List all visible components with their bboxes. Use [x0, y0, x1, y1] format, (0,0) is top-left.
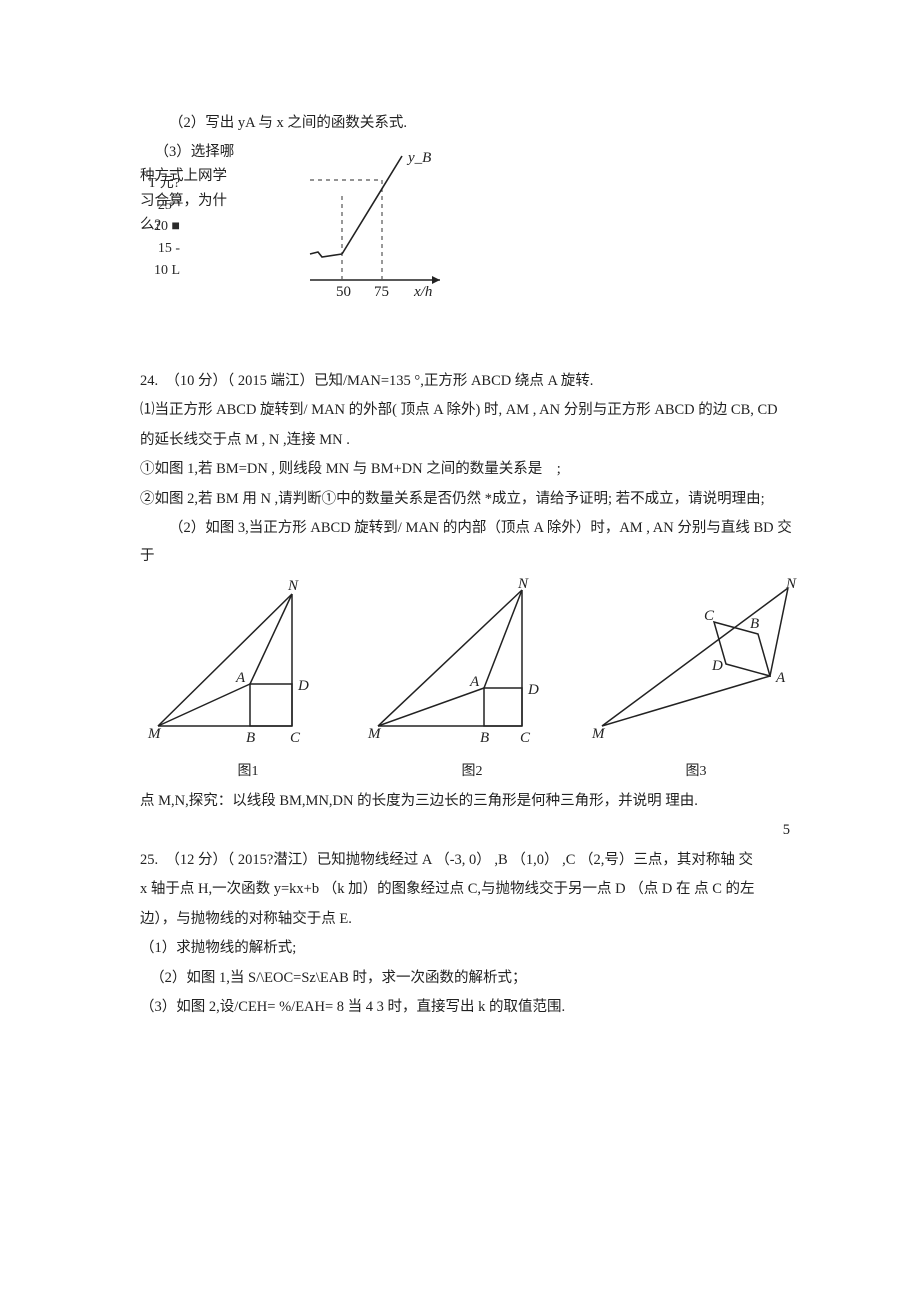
xtick-75: 75 — [374, 284, 389, 300]
x-arrow-icon — [432, 276, 440, 284]
lbl-M: M — [367, 726, 382, 742]
fig2-caption: 图2 — [364, 759, 580, 786]
ytick-15: 15 - — [140, 238, 180, 260]
line-rise — [342, 156, 402, 254]
chart-svg: y_B 50 75 x/h — [262, 140, 452, 315]
x-axis-label: x/h — [413, 284, 432, 300]
q25-s3: （3）如图 2,设/CEH= %/EAH= 8 当 4 3 时，直接写出 k 的… — [140, 994, 800, 1022]
lbl-D: D — [297, 678, 309, 694]
q23-chart: y_B 50 75 x/h — [262, 140, 452, 326]
lbl-N: N — [785, 576, 797, 592]
lbl-N: N — [287, 578, 299, 594]
lbl-B: B — [480, 730, 489, 746]
fig2: N A D B C M — [364, 576, 580, 748]
lbl-B: B — [246, 730, 255, 746]
line-an — [484, 590, 522, 688]
series-label: y_B — [406, 150, 431, 166]
q24-l2: 的延长线交于点 M , N ,连接 MN . — [140, 427, 800, 455]
lbl-A: A — [469, 674, 480, 690]
xtick-50: 50 — [336, 284, 351, 300]
q25-s2: （2）如图 1,当 S/\EOC=Sz\EAB 时，求一次函数的解析式； — [140, 965, 800, 993]
fig1-caption: 图1 — [140, 759, 356, 786]
q24-head: 24. （10 分）（ 2015 端江）已知/MAN=135 °,正方形 ABC… — [140, 368, 800, 396]
q24-figures: N A D B C M 图1 N A D B C M — [140, 576, 800, 785]
q23-sub3-l1: （3）选择哪 — [140, 140, 250, 165]
lbl-C: C — [520, 730, 531, 746]
lbl-C: C — [704, 608, 715, 624]
lbl-C: C — [290, 730, 301, 746]
q23-row: （3）选择哪 种方式上网学 习合算，为什 么? y_B 50 75 x/h — [140, 140, 800, 326]
fig1: N A D B C M — [140, 576, 356, 748]
lbl-M: M — [147, 726, 162, 742]
q24-l4: ②如图 2,若 BM 用 N ,请判断①中的数量关系是否仍然 *成立，请给予证明… — [140, 486, 800, 514]
line-flat — [310, 252, 342, 257]
line-ma — [378, 688, 484, 726]
lbl-M: M — [591, 726, 606, 742]
q24-l5: （2）如图 3,当正方形 ABCD 旋转到/ MAN 的内部（顶点 A 除外）时… — [140, 515, 800, 570]
lbl-D: D — [711, 658, 723, 674]
q23-sub2: （2）写出 yA 与 x 之间的函数关系式. — [140, 110, 800, 138]
line-an — [770, 588, 788, 676]
lbl-N: N — [517, 576, 529, 592]
line-ma — [158, 684, 250, 726]
q24-l3: ①如图 1,若 BM=DN , 则线段 MN 与 BM+DN 之间的数量关系是 … — [140, 456, 800, 484]
lbl-D: D — [527, 682, 539, 698]
q24-l1: ⑴当正方形 ABCD 旋转到/ MAN 的外部( 顶点 A 除外) 时, AM … — [140, 397, 800, 425]
q25-s1: （1）求抛物线的解析式; — [140, 935, 800, 963]
line-mn — [158, 594, 292, 726]
fig3-caption: 图3 — [588, 759, 804, 786]
lbl-A: A — [775, 670, 786, 686]
fig3: N C B D A M — [588, 576, 804, 748]
q25-head: 25. （12 分）（ 2015?潜江）已知抛物线经过 A （-3, 0） ,B… — [140, 847, 800, 875]
line-an — [250, 594, 292, 684]
q24-after-fig: 点 M,N,探究：以线段 BM,MN,DN 的长度为三边长的三角形是何种三角形，… — [140, 788, 800, 816]
lbl-A: A — [235, 670, 246, 686]
square-abcd — [484, 688, 522, 726]
line-ma — [602, 676, 770, 726]
page-num-side: 5 — [140, 817, 790, 845]
q25-l2: 边），与抛物线的对称轴交于点 E. — [140, 906, 800, 934]
ytick-10: 10 L — [140, 260, 180, 282]
q25-l1: x 轴于点 H,一次函数 y=kx+b （k 加）的图象经过点 C,与抛物线交于… — [140, 876, 800, 904]
line-mn — [602, 588, 788, 726]
line-mn — [378, 590, 522, 726]
lbl-B: B — [750, 616, 759, 632]
square-abcd — [250, 684, 292, 726]
